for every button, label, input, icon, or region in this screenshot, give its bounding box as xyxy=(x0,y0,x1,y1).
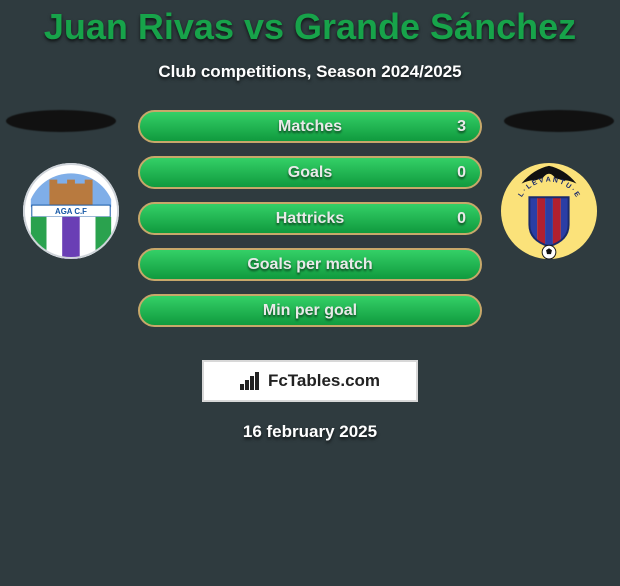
stat-row-goals: Goals 0 xyxy=(138,156,482,189)
svg-text:AGA C.F: AGA C.F xyxy=(55,207,87,216)
malaga-crest-icon: AGA C.F xyxy=(22,162,120,260)
brand-box[interactable]: FcTables.com xyxy=(202,360,418,402)
stat-row-hattricks: Hattricks 0 xyxy=(138,202,482,235)
stat-value-right: 0 xyxy=(457,210,466,228)
stat-label: Goals xyxy=(288,164,332,182)
stat-row-matches: Matches 3 xyxy=(138,110,482,143)
levante-crest-icon: L · L E V A N T U · E xyxy=(500,162,598,260)
club-crest-left: AGA C.F xyxy=(22,162,120,260)
stat-value-right: 3 xyxy=(457,118,466,136)
player-shadow-right xyxy=(504,110,614,132)
club-crest-right: L · L E V A N T U · E xyxy=(500,162,598,260)
stat-label: Matches xyxy=(278,118,342,136)
stat-value-right: 0 xyxy=(457,164,466,182)
stat-label: Goals per match xyxy=(247,256,372,274)
brand-label: FcTables.com xyxy=(268,371,380,391)
bar-chart-icon xyxy=(240,372,262,390)
date-label: 16 february 2025 xyxy=(0,422,620,442)
stat-row-mpg: Min per goal xyxy=(138,294,482,327)
player-shadow-left xyxy=(6,110,116,132)
stat-rows: Matches 3 Goals 0 Hattricks 0 Goals per … xyxy=(138,110,482,340)
page-title: Juan Rivas vs Grande Sánchez xyxy=(0,6,620,48)
subtitle: Club competitions, Season 2024/2025 xyxy=(0,62,620,82)
comparison-stage: AGA C.F L · L E V xyxy=(0,110,620,350)
stat-label: Hattricks xyxy=(276,210,344,228)
stat-label: Min per goal xyxy=(263,302,357,320)
stat-row-gpm: Goals per match xyxy=(138,248,482,281)
